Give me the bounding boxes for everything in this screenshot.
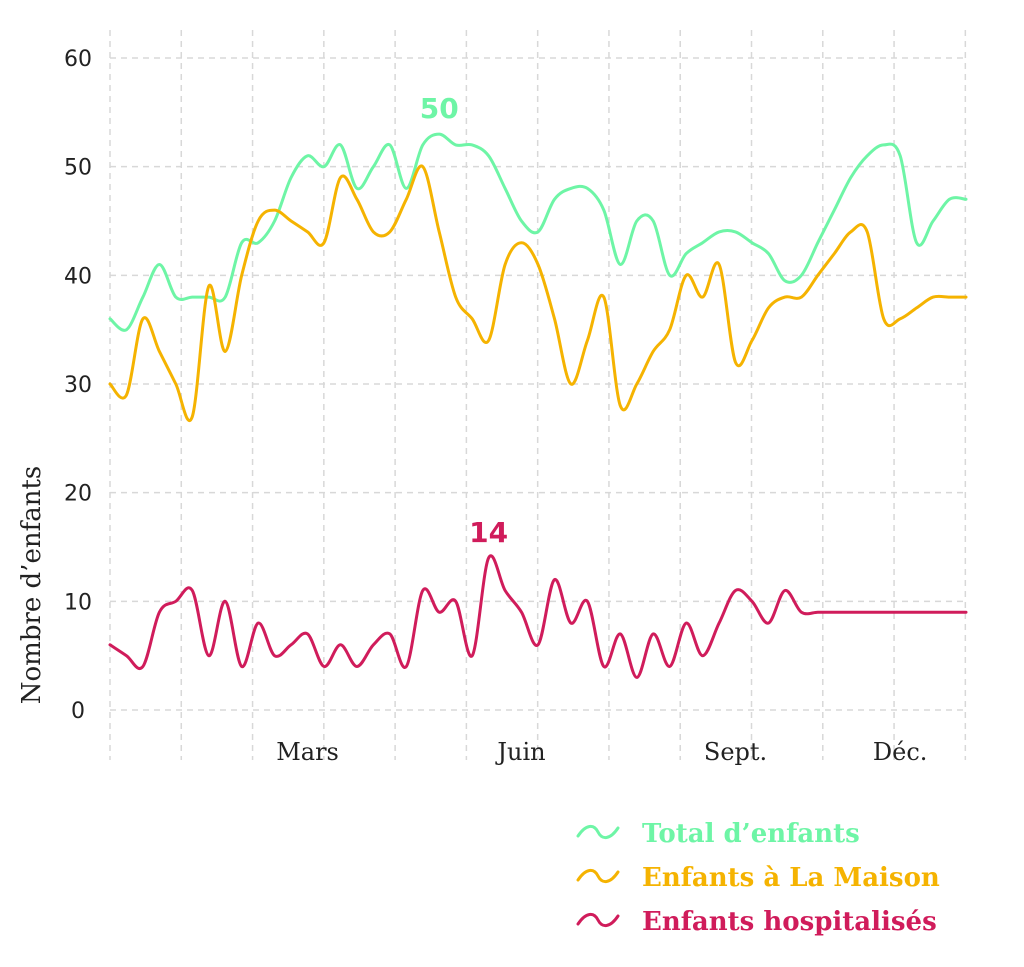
y-axis-ticks: 0 10 20 30 40 50 60 <box>64 47 92 724</box>
y-tick-label: 10 <box>64 590 92 615</box>
annotations: 50 14 <box>420 92 508 549</box>
y-tick-label: 0 <box>71 699 85 724</box>
series-lines <box>108 132 968 679</box>
series-line-total-enfants <box>108 132 968 332</box>
annotation-label: 14 <box>469 516 508 549</box>
legend-label-total-enfants: Total d’enfants <box>642 819 860 849</box>
series-line-enfants-hospitalises <box>108 554 968 679</box>
legend-label-enfants-hospitalises: Enfants hospitalisés <box>642 907 937 937</box>
series-line-enfants-maison <box>108 164 968 422</box>
legend-swatch <box>576 913 620 927</box>
x-tick-label: Juin <box>494 738 545 766</box>
legend-label-enfants-maison: Enfants à La Maison <box>642 863 940 893</box>
y-tick-label: 20 <box>64 482 92 507</box>
x-tick-label: Mars <box>276 738 339 766</box>
y-tick-label: 60 <box>64 47 92 72</box>
y-tick-label: 40 <box>64 264 92 289</box>
annotation-label: 50 <box>420 92 459 125</box>
x-tick-label: Sept. <box>704 738 767 766</box>
grid <box>109 30 967 760</box>
legend: Total d’enfants Enfants à La Maison Enfant… <box>576 819 940 937</box>
legend-swatch <box>576 825 620 839</box>
y-tick-label: 50 <box>64 156 92 181</box>
y-axis-title: Nombre d’enfants <box>17 466 47 704</box>
x-tick-label: Déc. <box>873 738 928 766</box>
legend-swatch <box>576 869 620 883</box>
x-axis-ticks: Mars Juin Sept. Déc. <box>276 738 927 766</box>
y-tick-label: 30 <box>64 373 92 398</box>
